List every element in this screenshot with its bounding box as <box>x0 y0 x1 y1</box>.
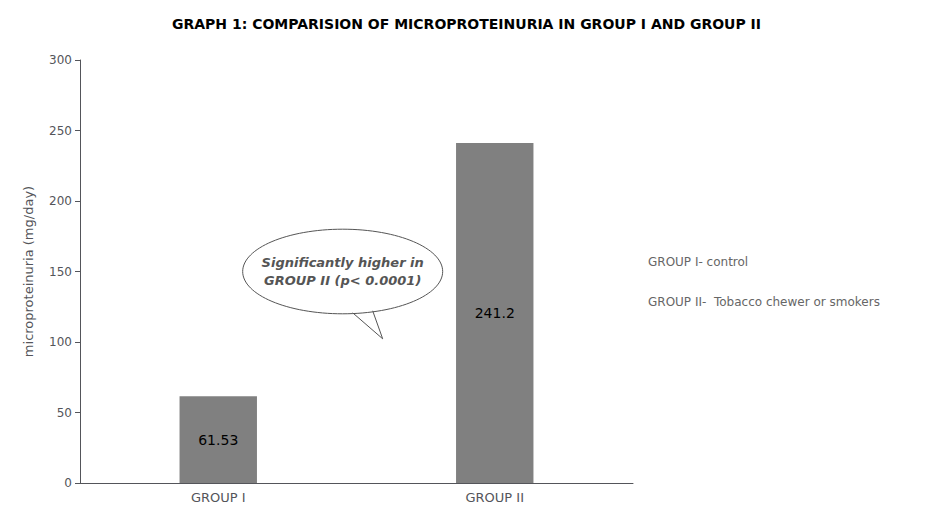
svg-text:200: 200 <box>49 194 72 208</box>
svg-text:GROUP II: GROUP II <box>466 490 525 505</box>
svg-text:0: 0 <box>64 476 72 490</box>
svg-text:GROUP II- Tobacco chewer or s: GROUP II- Tobacco chewer or smokers <box>648 295 880 309</box>
svg-text:250: 250 <box>49 124 72 138</box>
svg-text:GROUP I: GROUP I <box>191 490 246 505</box>
svg-text:Significantly higher in: Significantly higher in <box>262 255 424 270</box>
svg-text:GROUP II (p< 0.0001): GROUP II (p< 0.0001) <box>264 273 421 288</box>
svg-text:241.2: 241.2 <box>475 305 515 321</box>
svg-text:300: 300 <box>49 53 72 67</box>
svg-text:61.53: 61.53 <box>198 432 238 448</box>
svg-text:GRAPH 1: COMPARISION OF MICROP: GRAPH 1: COMPARISION OF MICROPROTEINURIA… <box>172 16 761 32</box>
svg-text:microproteinuria (mg/day): microproteinuria (mg/day) <box>21 186 36 357</box>
svg-text:100: 100 <box>49 335 72 349</box>
svg-text:150: 150 <box>49 265 72 279</box>
svg-text:GROUP I- control: GROUP I- control <box>648 255 748 269</box>
svg-text:50: 50 <box>57 406 72 420</box>
